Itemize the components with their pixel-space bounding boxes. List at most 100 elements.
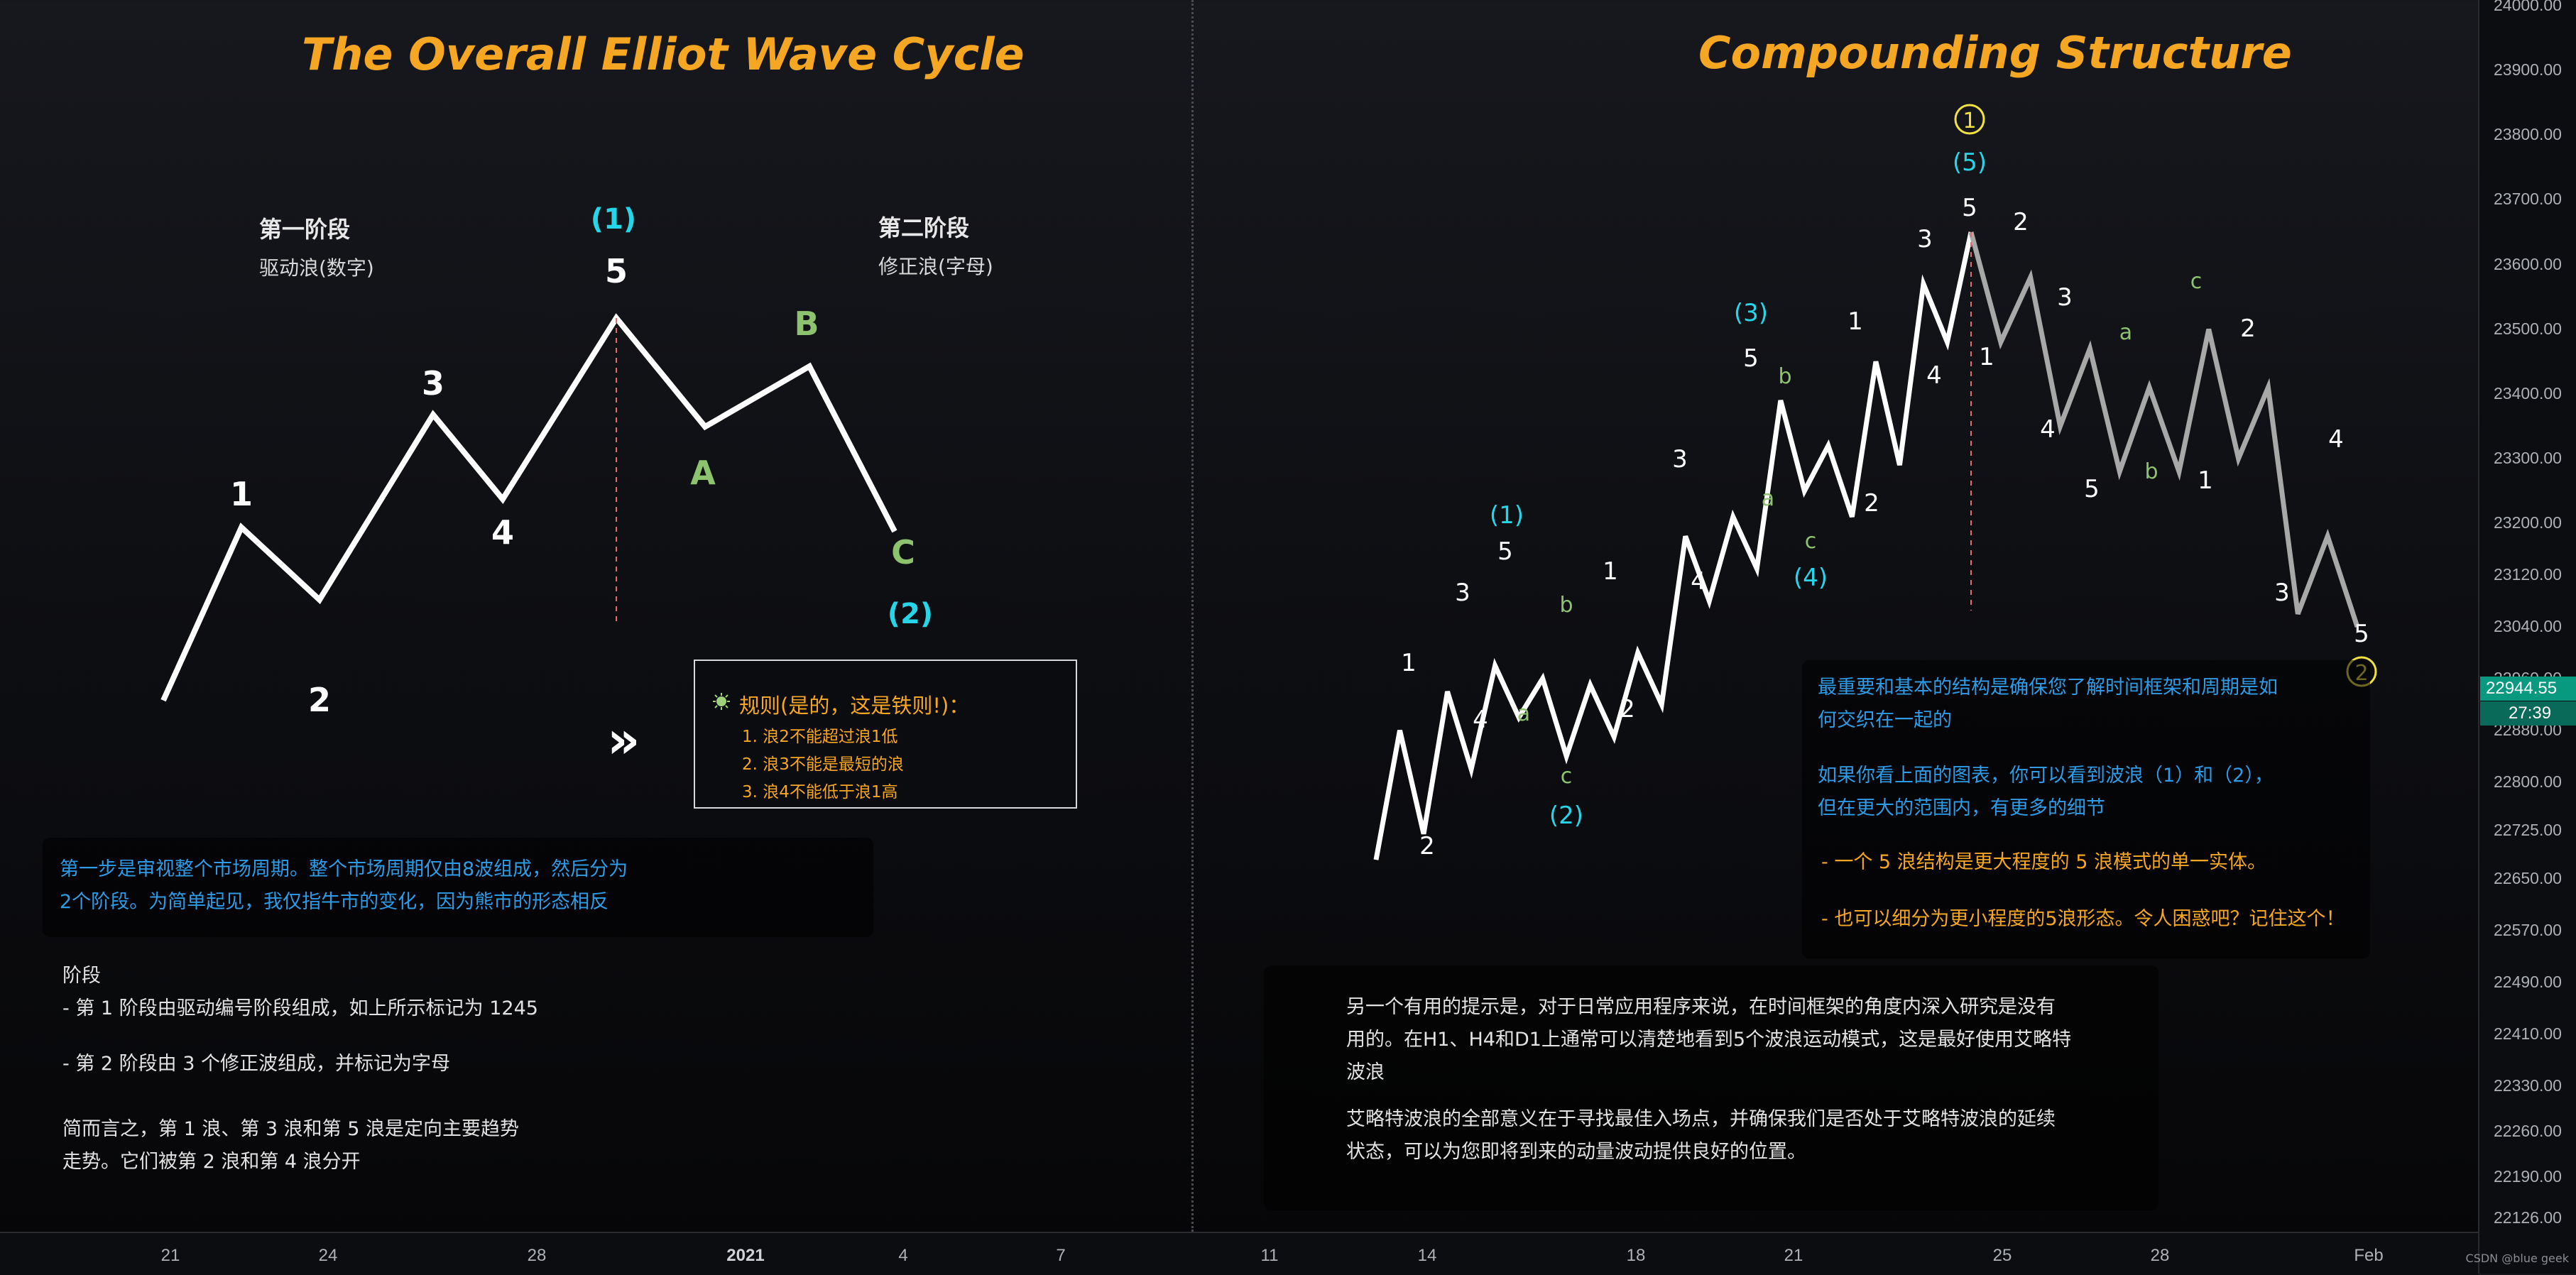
rule-item-2: 2. 浪3不能是最短的浪 [742,755,904,774]
degree-label-2: (2) [1549,801,1583,830]
price-tick-label: 24000.00 [2494,0,2562,14]
correction-wave-label: 5 [2084,475,2100,503]
price-axis[interactable]: 24000.00 23900.00 23800.00 23700.00 23600.00… [2478,0,2576,1274]
left-wave-label: 3 [422,364,444,403]
correction-wave-label: 2 [2240,314,2256,343]
price-tick-label: 22570.00 [2494,921,2562,940]
price-tick-label: 23040.00 [2494,616,2562,635]
correction-wave-label: 5 [2354,620,2369,648]
spacer [1818,737,2278,760]
impulse-wave-label: 1 [1603,557,1618,586]
correction-wave-label: a [2119,320,2132,345]
impulse-wave-label: b [1559,593,1573,618]
left-wave-label: 2 [308,681,331,719]
right-note-structure: - 一个 5 浪结构是更大程度的 5 浪模式的单一实体。 - 也可以细分为更小程… [1821,846,2345,936]
time-axis[interactable]: 21 24 28 2021 4 7 11 14 18 21 25 28 Feb [0,1232,2478,1275]
impulse-wave-label: 2 [1419,832,1435,860]
sun-icon [713,693,730,710]
bottom-note-2-line-2: 状态，可以为您即将到来的动量波动提供良好的位置。 [1346,1141,1806,1163]
correction-wave-label: 2 [2013,208,2029,236]
intro-line-2: 2个阶段。为简单起见，我仅指牛市的变化，因为熊市的形态相反 [60,891,609,913]
price-tick-label: 23200.00 [2494,513,2562,532]
left-degree-label: (2) [888,598,933,630]
rule-item-1: 1. 浪2不能超过浪1低 [742,728,898,746]
bottom-note-1-line-1: 另一个有用的提示是，对于日常应用程序来说，在时间框架的角度内深入研究是没有 [1346,996,2056,1018]
wave-chart-svg: 1 2 3 4 5 A B C (1) (2) 1 2 3 4 5 a b c 1 2 3 4 5 a b c 1 2 3 4 5 1 2 3 4 5… [230,104,2377,860]
time-tick-label: 2021 [726,1246,765,1265]
session-divider [1191,0,1194,1232]
time-tick-label: 21 [1784,1246,1803,1265]
impulse-wave-label: c [1805,529,1817,554]
spacer [62,1080,538,1113]
price-tick-label: 23500.00 [2494,319,2562,338]
time-tick-label: 28 [527,1246,547,1265]
left-wave-label: 5 [605,252,628,290]
degree-label-1: (1) [1490,501,1524,530]
impulse-wave-label: 2 [1864,489,1879,518]
phase-one-subtitle: 驱动浪(数字) [259,256,374,280]
correction-wave-label: 3 [2274,579,2290,607]
left-wave-label: 1 [230,475,253,513]
intro-note: 第一步是审视整个市场周期。整个市场周期仅由8波组成，然后分为 2个阶段。为简单起… [60,853,628,919]
time-tick-label: 7 [1056,1246,1066,1265]
price-tick-label: 22490.00 [2494,973,2562,992]
impulse-wave-label: 2 [1620,695,1635,723]
time-tick-label: 24 [318,1246,338,1265]
impulse-wave-label: 1 [1401,649,1417,677]
price-tick-label: 22260.00 [2494,1121,2562,1140]
degree-label-3: (3) [1734,299,1768,327]
right-note-3: - 一个 5 浪结构是更大程度的 5 浪模式的单一实体。 [1821,851,2267,873]
impulse-wave-label: a [1517,701,1530,726]
bottom-note-1-line-2: 用的。在H1、H4和D1上通常可以清楚地看到5个波浪运动模式，这是最好使用艾略特 [1346,1029,2072,1051]
spacer [62,1025,538,1048]
right-note-1-line-2: 何交织在一起的 [1818,709,1952,731]
intro-line-1: 第一步是审视整个市场周期。整个市场周期仅由8波组成，然后分为 [60,858,628,880]
price-tick-label: 23900.00 [2494,60,2562,80]
correction-wave-label: 4 [2040,415,2056,444]
circled-label-1: 1 [1963,109,1976,133]
correction-wave-label: c [2190,269,2203,294]
impulse-wave-label: a [1762,486,1774,511]
double-chevron-right-icon: » [607,710,640,770]
degree-label-4: (4) [1794,564,1828,592]
left-wave-label: C [891,533,915,571]
correction-wave-line [1968,231,2360,628]
rules-title-row: 规则(是的，这是铁则!)： [712,689,969,719]
right-chart-title: Compounding Structure [1698,27,2292,79]
price-tick-label: 22190.00 [2494,1166,2562,1186]
price-tick-label: 23600.00 [2494,254,2562,273]
time-tick-label: 28 [2150,1246,2170,1265]
rule-item-3: 3. 浪4不能低于浪1高 [742,783,898,801]
left-wave-label: B [794,305,819,343]
price-tick-label: 23800.00 [2494,125,2562,144]
time-tick-label: 21 [160,1246,180,1265]
impulse-wave-label: 5 [1743,344,1759,373]
stage-2-text: - 第 2 阶段由 3 个修正波组成，并标记为字母 [62,1053,451,1075]
right-note-1-line-1: 最重要和基本的结构是确保您了解时间框架和周期是如 [1818,677,2278,699]
countdown-badge: 27:39 [2480,701,2576,726]
bottom-note: 另一个有用的提示是，对于日常应用程序来说，在时间框架的角度内深入研究是没有 用的… [1346,991,2071,1169]
stages-note: 阶段 - 第 1 阶段由驱动编号阶段组成，如上所示标记为 1245 - 第 2 … [62,960,538,1178]
impulse-wave-label: 5 [1962,194,1977,222]
correction-wave-label: 4 [2328,425,2344,454]
price-tick-label: 22126.00 [2494,1208,2562,1227]
bottom-note-box [1264,965,2159,1210]
impulse-wave-label: 4 [1473,706,1488,734]
degree-label-5: (5) [1953,148,1987,177]
price-tick-label: 22650.00 [2494,869,2562,888]
correction-wave-label: 1 [2198,466,2213,495]
impulse-wave-label: b [1778,364,1791,389]
correction-wave-label: 3 [2057,283,2073,312]
phase-one-title: 第一阶段 [259,216,351,243]
left-degree-label: (1) [591,203,636,236]
current-price-badge: 22944.55 [2480,676,2576,701]
impulse-wave-label: 4 [1691,567,1706,596]
left-wave-label: A [690,454,716,492]
price-tick-label: 22410.00 [2494,1024,2562,1044]
right-note-2-line-2: 但在更大的范围内，有更多的细节 [1818,797,2105,819]
time-tick-label: 14 [1417,1246,1437,1265]
rules-title: 规则(是的，这是铁则!)： [739,694,970,718]
time-tick-label: 11 [1260,1246,1279,1265]
spacer [1346,1089,2071,1103]
spacer [1821,879,2345,903]
